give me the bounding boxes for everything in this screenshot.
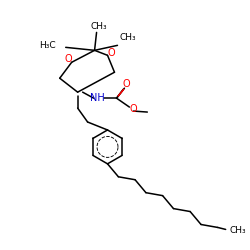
Text: NH: NH [90, 93, 105, 103]
Text: CH₃: CH₃ [119, 33, 136, 42]
Text: O: O [108, 48, 115, 58]
Text: H₃C: H₃C [40, 41, 56, 50]
Text: CH₃: CH₃ [90, 22, 107, 31]
Text: O: O [65, 54, 72, 64]
Text: O: O [130, 104, 137, 114]
Text: O: O [122, 79, 130, 89]
Text: CH₃: CH₃ [230, 226, 246, 235]
